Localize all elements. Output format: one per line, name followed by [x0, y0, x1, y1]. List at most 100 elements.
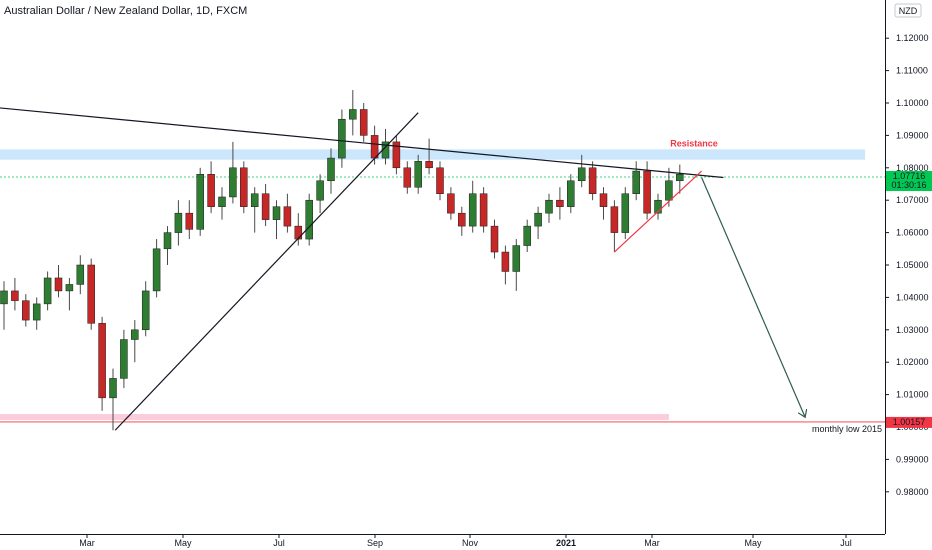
candle-down — [240, 167, 248, 207]
candle-up — [665, 180, 673, 201]
candle-down — [436, 167, 444, 194]
candle-up — [152, 248, 161, 292]
rising-support[interactable] — [114, 112, 419, 431]
candles — [0, 90, 684, 431]
candle-down — [501, 251, 510, 272]
candle-down — [643, 170, 651, 214]
candle-down — [447, 193, 455, 214]
candle-down — [207, 174, 215, 207]
time-tick-label: Nov — [462, 538, 479, 548]
candle-up — [512, 245, 521, 272]
time-axis[interactable]: Mar May Jul Sep Nov 2021 Mar May Jul — [0, 534, 885, 548]
candle-down — [556, 199, 564, 207]
candle-down — [11, 290, 19, 301]
currency-label: NZD — [899, 6, 918, 16]
candle-up — [316, 180, 324, 201]
candle-up — [545, 199, 553, 214]
candle-up — [250, 193, 259, 207]
resistance-label: Resistance — [670, 138, 718, 148]
candle-up — [523, 225, 531, 246]
candle-down — [54, 277, 63, 292]
price-tick-label: 0.99000 — [896, 454, 929, 464]
candle-down — [479, 193, 488, 227]
candle-down — [283, 206, 292, 227]
candle-up — [305, 199, 313, 240]
time-ticks: Mar May Jul Sep Nov 2021 Mar May Jul — [79, 534, 852, 548]
candle-up — [338, 118, 346, 159]
candle-up — [65, 284, 74, 292]
price-tick-label: 1.03000 — [896, 325, 929, 335]
descending-resistance[interactable] — [0, 107, 724, 179]
price-tick-label: 1.12000 — [896, 33, 929, 43]
monthly-low-badge — [886, 416, 932, 428]
resistance-zone — [0, 149, 866, 160]
candle-down — [599, 193, 608, 207]
candle-down — [610, 206, 619, 233]
candle-up — [0, 290, 8, 305]
candle-down — [185, 212, 194, 230]
candle-up — [632, 170, 640, 194]
monthly-low-zone — [0, 414, 669, 421]
candle-up — [141, 290, 150, 331]
candle-up — [32, 303, 41, 321]
candle-up — [272, 206, 281, 220]
time-tick-label: Jul — [840, 538, 852, 548]
candle-up — [534, 212, 542, 227]
currency-box — [894, 3, 922, 18]
candle-up — [621, 193, 630, 233]
candle-up — [414, 161, 422, 188]
plot-background — [0, 0, 885, 534]
plot-area[interactable]: Resistance monthly low 2015 — [0, 0, 885, 534]
candle-down — [588, 167, 597, 194]
candle-down — [458, 212, 466, 227]
candle-down — [425, 161, 433, 169]
price-tick-label: 1.05000 — [896, 260, 929, 270]
highlight-zones — [0, 149, 866, 421]
time-tick-label: Mar — [79, 538, 95, 548]
time-tick-label: May — [744, 538, 762, 548]
time-tick-label: Sep — [367, 538, 383, 548]
candle-down — [370, 135, 379, 159]
trendlines[interactable] — [0, 107, 806, 431]
price-tick-label: 1.08000 — [896, 163, 929, 173]
candle-down — [261, 193, 270, 220]
price-tick-label: 1.01000 — [896, 390, 929, 400]
last-price-badge — [886, 171, 932, 192]
candle-up — [43, 277, 52, 305]
monthly-low-label: monthly low 2015 — [812, 424, 882, 434]
projection-arrow[interactable] — [701, 177, 806, 418]
candle-down — [294, 225, 303, 240]
price-tick-label: 0.98000 — [896, 487, 929, 497]
candle-down — [392, 141, 401, 169]
chart-title: Australian Dollar / New Zealand Dollar, … — [4, 5, 247, 17]
candle-up — [229, 167, 237, 198]
candle-up — [76, 264, 85, 285]
price-tick-label: 1.04000 — [896, 292, 929, 302]
time-tick-label: 2021 — [556, 538, 576, 548]
candle-up — [163, 232, 172, 250]
time-tick-label: Mar — [644, 538, 660, 548]
candle-up — [577, 167, 586, 182]
candle-up — [174, 212, 183, 233]
candle-down — [98, 323, 106, 399]
price-tick-label: 1.07000 — [896, 195, 929, 205]
candle-down — [403, 167, 412, 188]
time-tick-label: Jul — [273, 538, 285, 548]
bar-countdown: 01:30:16 — [891, 180, 926, 190]
candle-down — [87, 264, 95, 324]
price-tick-label: 1.02000 — [896, 357, 929, 367]
price-tick-label: 1.10000 — [896, 98, 929, 108]
price-tick-label: 1.09000 — [896, 130, 929, 140]
short-term-support[interactable] — [613, 170, 703, 253]
candle-up — [218, 196, 226, 207]
candle-up — [349, 109, 357, 120]
time-tick-label: May — [174, 538, 192, 548]
candle-up — [109, 378, 117, 399]
candle-up — [468, 193, 477, 227]
candle-up — [131, 329, 139, 340]
candle-down — [22, 300, 30, 321]
candle-up — [120, 339, 128, 379]
price-axis[interactable]: NZD 1.12000 1.11000 1.10000 1.09000 1.08000 1… — [885, 0, 932, 534]
price-tick-label: 1.11000 — [896, 66, 928, 76]
